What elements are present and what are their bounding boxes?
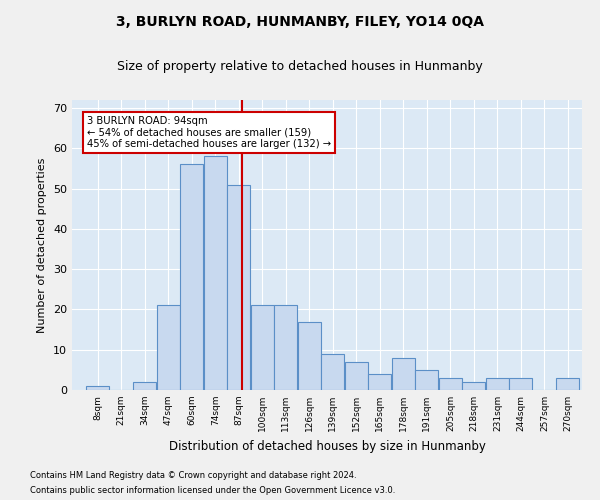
Bar xyxy=(368,374,391,390)
Bar xyxy=(392,358,415,390)
Bar xyxy=(486,378,509,390)
Bar xyxy=(322,354,344,390)
Bar xyxy=(86,386,109,390)
Y-axis label: Number of detached properties: Number of detached properties xyxy=(37,158,47,332)
Text: Contains HM Land Registry data © Crown copyright and database right 2024.: Contains HM Land Registry data © Crown c… xyxy=(30,471,356,480)
Bar xyxy=(204,156,227,390)
Text: Contains public sector information licensed under the Open Government Licence v3: Contains public sector information licen… xyxy=(30,486,395,495)
Bar xyxy=(509,378,532,390)
Bar xyxy=(133,382,157,390)
Bar xyxy=(181,164,203,390)
Bar xyxy=(251,306,274,390)
X-axis label: Distribution of detached houses by size in Hunmanby: Distribution of detached houses by size … xyxy=(169,440,485,452)
Bar xyxy=(298,322,321,390)
Bar xyxy=(439,378,462,390)
Bar xyxy=(274,306,298,390)
Text: Size of property relative to detached houses in Hunmanby: Size of property relative to detached ho… xyxy=(117,60,483,73)
Bar xyxy=(556,378,580,390)
Bar xyxy=(463,382,485,390)
Bar xyxy=(415,370,439,390)
Text: 3 BURLYN ROAD: 94sqm
← 54% of detached houses are smaller (159)
45% of semi-deta: 3 BURLYN ROAD: 94sqm ← 54% of detached h… xyxy=(87,116,331,150)
Bar xyxy=(345,362,368,390)
Text: 3, BURLYN ROAD, HUNMANBY, FILEY, YO14 0QA: 3, BURLYN ROAD, HUNMANBY, FILEY, YO14 0Q… xyxy=(116,15,484,29)
Bar xyxy=(227,184,250,390)
Bar xyxy=(157,306,180,390)
